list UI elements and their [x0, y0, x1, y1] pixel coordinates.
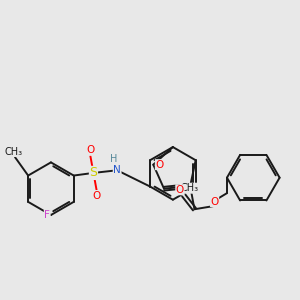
Text: F: F: [44, 210, 50, 220]
Text: O: O: [176, 185, 184, 195]
Text: CH₃: CH₃: [4, 146, 22, 157]
Text: O: O: [86, 145, 94, 155]
Text: N: N: [113, 165, 121, 175]
Text: S: S: [89, 167, 98, 179]
Text: O: O: [211, 196, 219, 206]
Text: O: O: [92, 190, 101, 200]
Text: O: O: [155, 160, 164, 170]
Text: CH₃: CH₃: [180, 183, 198, 193]
Text: H: H: [110, 154, 117, 164]
